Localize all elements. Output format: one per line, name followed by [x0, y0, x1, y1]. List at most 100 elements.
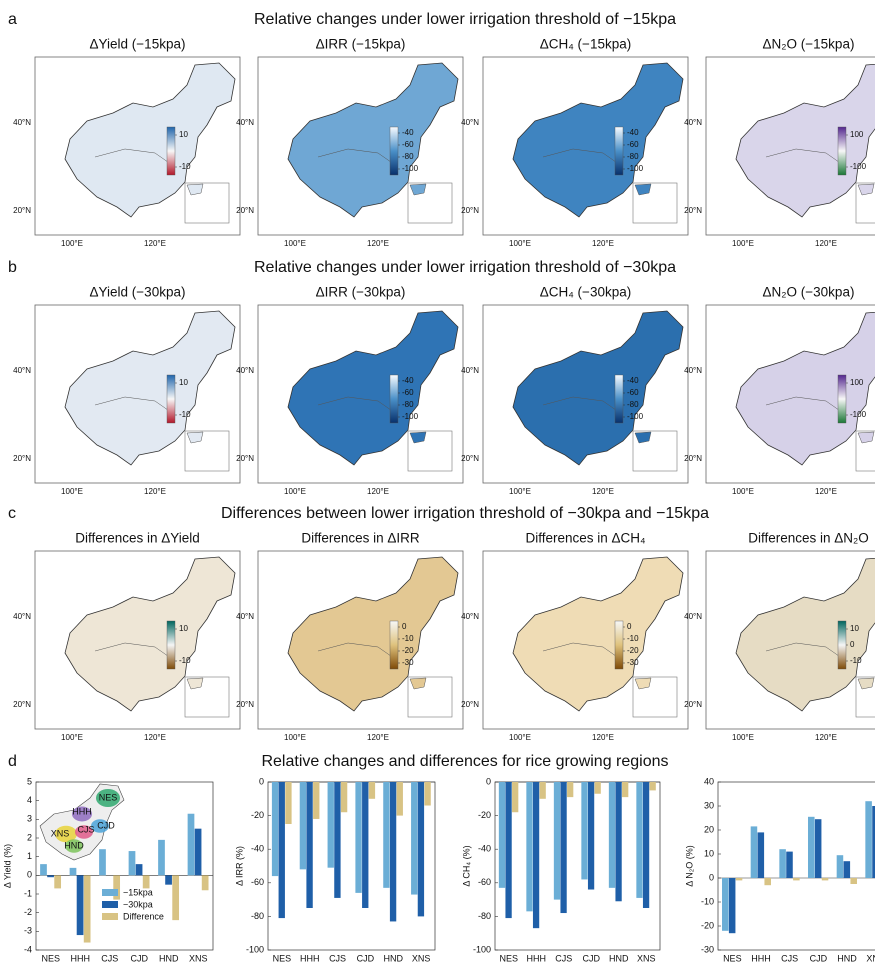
y-tick-label: 2: [27, 832, 32, 842]
colorbar-label: -60: [402, 140, 414, 149]
plot-frame: [718, 782, 875, 950]
lat-label: 40°N: [13, 118, 31, 127]
lon-label: 100°E: [61, 733, 83, 742]
lon-label: 120°E: [144, 487, 166, 496]
colorbar: [390, 375, 398, 423]
row-title: Differences between lower irrigation thr…: [221, 505, 709, 522]
colorbar-label: -10: [179, 410, 191, 419]
y-tick-label: 40: [704, 776, 714, 786]
y-tick-label: 10: [704, 848, 714, 858]
bar: [722, 878, 729, 931]
bar: [165, 875, 172, 884]
x-tick-label: CJD: [583, 953, 601, 963]
bar: [540, 782, 546, 799]
y-tick-label: -4: [24, 944, 32, 954]
bar: [560, 782, 566, 913]
x-tick-label: NES: [41, 953, 60, 963]
y-tick-label: -3: [24, 926, 32, 936]
y-axis-label: Δ CH₄ (%): [461, 845, 471, 886]
colorbar-label: -100: [402, 164, 419, 173]
bar: [764, 878, 771, 885]
bar: [390, 782, 396, 921]
colorbar-label: -40: [402, 128, 414, 137]
map-title: Differences in ΔIRR: [301, 531, 420, 546]
bar: [786, 852, 793, 878]
bar: [615, 782, 621, 901]
lat-label: 20°N: [13, 454, 31, 463]
colorbar-label: -60: [627, 388, 639, 397]
colorbar: [167, 375, 175, 423]
colorbar: [615, 621, 623, 669]
lat-label: 40°N: [461, 612, 479, 621]
legend-swatch: [102, 901, 118, 908]
lat-label: 20°N: [13, 700, 31, 709]
colorbar-label: -20: [627, 646, 639, 655]
lat-label: 40°N: [461, 366, 479, 375]
y-tick-label: -100: [473, 944, 491, 954]
map-title: ΔCH₄ (−15kpa): [540, 37, 631, 52]
bar: [808, 817, 815, 878]
colorbar-label: 10: [179, 378, 188, 387]
region-label: NES: [99, 792, 118, 802]
figure: aRelative changes under lower irrigation…: [0, 0, 875, 964]
lon-label: 100°E: [509, 487, 531, 496]
bar: [313, 782, 319, 819]
colorbar: [390, 621, 398, 669]
colorbar-label: -30: [402, 658, 414, 667]
bar: [758, 832, 765, 878]
bar: [581, 782, 587, 879]
x-tick-label: CJS: [555, 953, 572, 963]
lat-label: 20°N: [236, 700, 254, 709]
bar: [202, 875, 209, 890]
lat-label: 40°N: [684, 118, 702, 127]
y-axis-label: Δ IRR (%): [234, 846, 244, 886]
y-tick-label: -80: [251, 911, 264, 921]
y-tick-label: -30: [701, 944, 714, 954]
bar: [844, 861, 851, 878]
colorbar-label: -80: [402, 152, 414, 161]
colorbar: [615, 127, 623, 175]
colorbar-label: -60: [402, 388, 414, 397]
x-tick-label: CJS: [781, 953, 798, 963]
bar: [77, 875, 84, 935]
colorbar-label: 100: [850, 378, 864, 387]
bar: [397, 782, 403, 816]
y-tick-label: -20: [251, 810, 264, 820]
bar: [99, 849, 106, 875]
x-tick-label: CJS: [329, 953, 346, 963]
map-title: Differences in ΔYield: [75, 531, 200, 546]
lat-label: 40°N: [13, 366, 31, 375]
lon-label: 120°E: [367, 239, 389, 248]
lon-label: 100°E: [509, 239, 531, 248]
bar: [779, 849, 786, 878]
x-tick-label: HND: [609, 953, 629, 963]
region-label: XNS: [51, 828, 70, 838]
bar: [822, 878, 829, 880]
y-tick-label: -80: [478, 911, 491, 921]
lat-label: 20°N: [684, 454, 702, 463]
bar: [418, 782, 424, 916]
lat-label: 40°N: [236, 366, 254, 375]
colorbar-label: -80: [402, 400, 414, 409]
bar: [272, 782, 278, 876]
x-tick-label: XNS: [866, 953, 875, 963]
colorbar-label: -10: [402, 634, 414, 643]
bar: [622, 782, 628, 797]
region-label: HND: [64, 840, 84, 850]
bar: [411, 782, 417, 895]
row-title: Relative changes under lower irrigation …: [254, 11, 676, 28]
colorbar-label: 0: [402, 622, 407, 631]
lon-label: 120°E: [144, 733, 166, 742]
map-title: Differences in ΔCH₄: [525, 531, 645, 546]
bar: [362, 782, 368, 908]
lat-label: 20°N: [461, 206, 479, 215]
y-tick-label: 5: [27, 776, 32, 786]
bar: [850, 878, 857, 884]
region-label: HHH: [72, 806, 92, 816]
lat-label: 20°N: [461, 454, 479, 463]
colorbar-label: -100: [850, 162, 867, 171]
colorbar: [167, 127, 175, 175]
y-tick-label: 0: [259, 776, 264, 786]
y-axis-label: Δ N₂O (%): [684, 845, 694, 887]
x-tick-label: CJD: [131, 953, 149, 963]
